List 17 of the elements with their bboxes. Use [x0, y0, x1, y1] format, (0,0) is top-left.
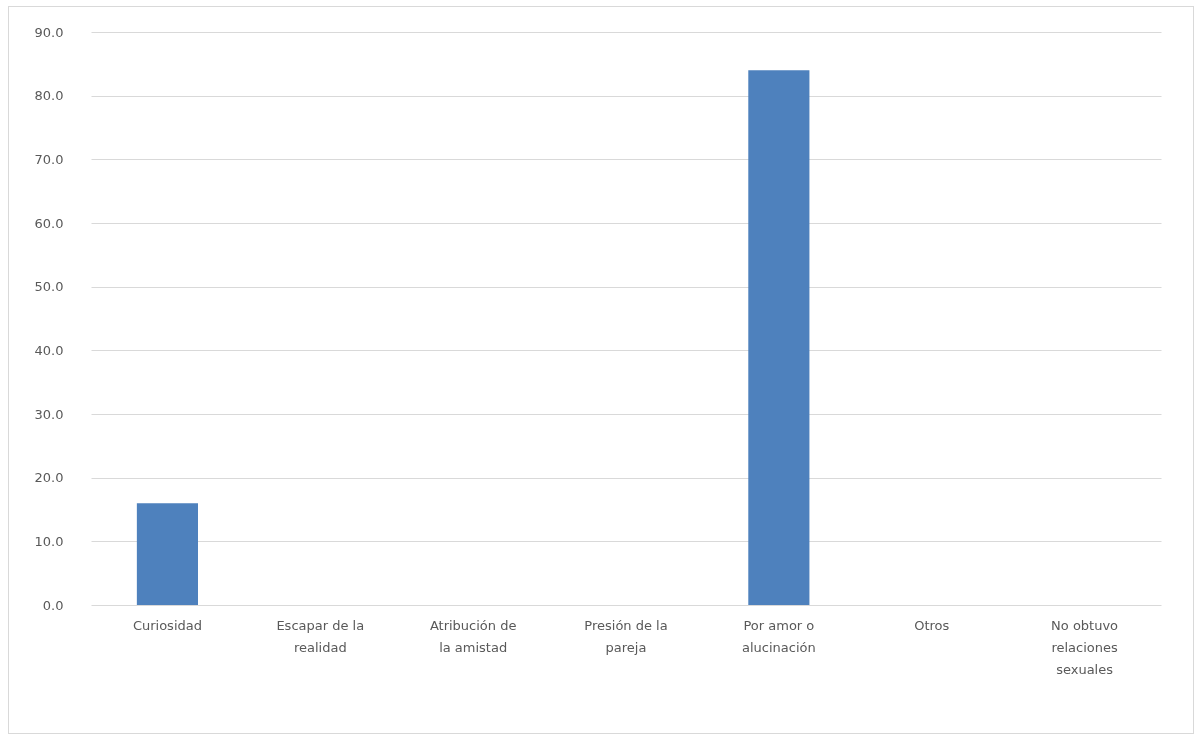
y-tick-label: 10.0	[34, 533, 64, 549]
y-tick-label: 90.0	[34, 24, 64, 40]
x-tick-label: Escapar de la realidad	[276, 617, 365, 655]
x-tick-label: Otros	[914, 617, 950, 633]
x-tick-label: No obtuvo relaciones sexuales	[1051, 617, 1119, 677]
y-tick-label: 40.0	[34, 342, 64, 358]
y-tick-label: 50.0	[34, 279, 64, 295]
x-tick-label: Por amor o alucinación	[741, 617, 816, 655]
x-tick-label: Presión de la pareja	[584, 617, 668, 655]
y-tick-label: 70.0	[34, 151, 64, 167]
x-tick-label: Atribución de la amistad	[429, 617, 517, 655]
y-tick-label: 80.0	[34, 88, 64, 104]
y-tick-label: 20.0	[34, 470, 64, 486]
y-tick-label: 0.0	[42, 597, 64, 613]
y-tick-label: 30.0	[34, 406, 64, 422]
y-tick-label: 60.0	[34, 215, 64, 231]
x-tick-label: Curiosidad	[132, 617, 202, 633]
